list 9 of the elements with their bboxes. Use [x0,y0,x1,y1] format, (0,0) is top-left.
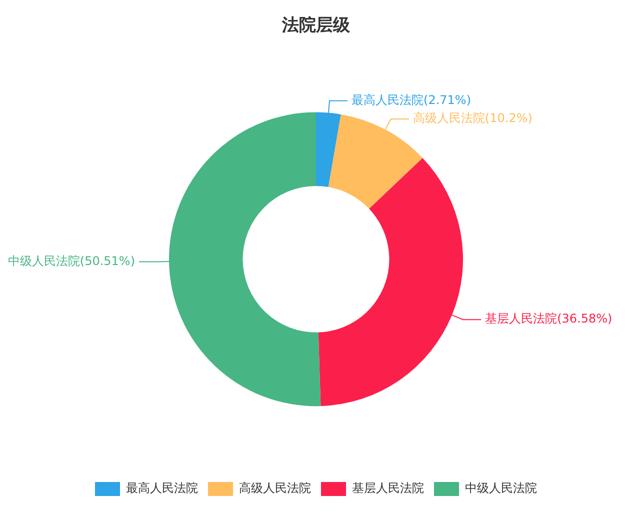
data-label: 最高人民法院(2.71%) [352,92,472,107]
data-label: 基层人民法院(36.58%) [485,312,612,326]
legend-label: 最高人民法院 [126,481,198,496]
legend-label: 基层人民法院 [352,481,424,496]
legend-label: 中级人民法院 [465,481,537,496]
legend-label: 高级人民法院 [239,481,311,496]
data-label: 中级人民法院(50.51%) [8,254,136,268]
data-label: 高级人民法院(10.2%) [412,111,532,126]
chart-title: 法院层级 [281,16,351,36]
